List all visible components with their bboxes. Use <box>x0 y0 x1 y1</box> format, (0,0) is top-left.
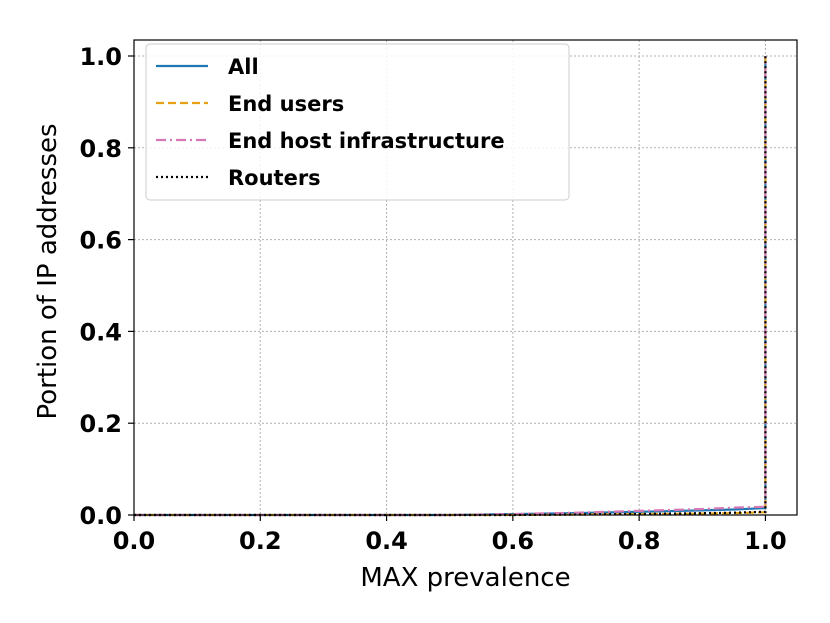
y-tick-label: 0.8 <box>79 135 122 163</box>
y-tick-label: 0.2 <box>79 410 122 438</box>
x-tick-label: 0.0 <box>113 527 156 555</box>
y-tick-label: 0.4 <box>79 318 122 346</box>
plot-frame <box>133 39 798 516</box>
y-tick-label: 1.0 <box>79 43 122 71</box>
x-tick-label: 0.4 <box>365 527 408 555</box>
legend: All End users End host infrastructure Route… <box>145 43 570 201</box>
legend-box <box>145 43 570 201</box>
x-tick-label: 0.6 <box>492 527 535 555</box>
x-tick-label: 0.2 <box>239 527 282 555</box>
series-line-3 <box>134 56 767 517</box>
y-axis-label: Portion of IP addresses <box>33 123 63 419</box>
y-tick-label: 0.6 <box>79 227 122 255</box>
x-tick-label: 1.0 <box>744 527 787 555</box>
y-tick-label: 0.0 <box>79 502 122 530</box>
series-line-2 <box>134 56 767 517</box>
legend-label-3: Routers <box>228 166 321 190</box>
axis-ticks: 0.0 0.2 0.4 0.6 0.8 1.0 0.0 0.2 0.4 0.6 0.8 1.0 <box>79 43 786 555</box>
legend-label-0: All <box>228 55 259 79</box>
x-axis-label: MAX prevalence <box>360 563 570 593</box>
legend-label-1: End users <box>228 92 344 116</box>
legend-label-2: End host infrastructure <box>228 129 505 153</box>
x-tick-label: 0.8 <box>618 527 661 555</box>
